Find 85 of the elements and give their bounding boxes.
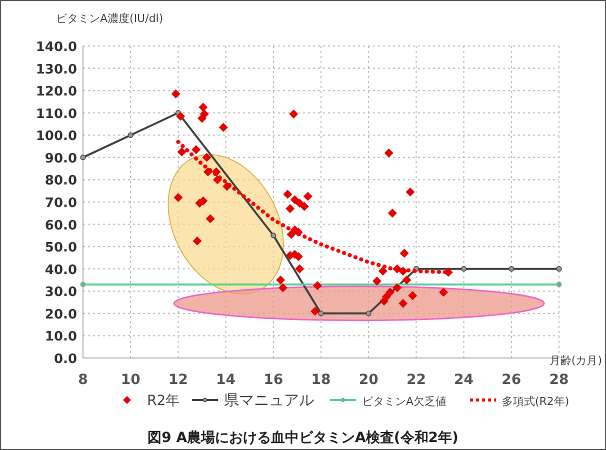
x-tick-label: 14 (216, 372, 236, 388)
point (372, 276, 382, 286)
point (461, 266, 467, 272)
y-tick-label: 70.0 (44, 196, 77, 211)
point (177, 147, 186, 156)
y-tick-label: 140.0 (36, 40, 77, 55)
x-tick-label: 18 (311, 372, 331, 388)
x-axis-title: 月齢(カ月) (549, 354, 602, 367)
point (384, 148, 394, 158)
point (310, 306, 320, 316)
point (508, 266, 514, 272)
point (192, 236, 202, 246)
x-tick-label: 10 (120, 372, 141, 388)
x-tick-label: 26 (502, 372, 522, 388)
point (171, 89, 180, 98)
y-tick-label: 110.0 (36, 106, 77, 122)
point (128, 132, 134, 138)
point (388, 208, 397, 218)
point (378, 266, 388, 276)
y-tick-label: 60.0 (44, 218, 77, 234)
x-tick-label: 22 (406, 372, 426, 388)
point (408, 291, 418, 300)
legend-label: R2年 (147, 393, 180, 409)
point (300, 202, 309, 211)
point (192, 145, 201, 154)
point (556, 266, 562, 272)
point (218, 122, 228, 132)
point (439, 288, 448, 297)
point (203, 167, 212, 176)
y-tick-label: 120.0 (36, 84, 77, 100)
point (398, 266, 408, 276)
point (212, 167, 221, 176)
y-tick-label: 130.0 (36, 62, 77, 78)
point (202, 152, 212, 162)
point (80, 282, 86, 288)
point (286, 204, 295, 214)
legend-label: 多項式(R2年) (502, 395, 570, 408)
y-tick-label: 20.0 (44, 307, 77, 322)
point (556, 282, 562, 288)
y-tick-label: 80.0 (44, 174, 77, 189)
point (318, 310, 324, 316)
point (212, 175, 222, 184)
legend-label: ビタミンA欠乏値 (362, 395, 447, 408)
y-tick-label: 0.0 (54, 352, 77, 367)
point (392, 264, 402, 274)
point (392, 283, 402, 292)
point (400, 248, 409, 258)
point (295, 198, 304, 208)
y-tick-label: 50.0 (44, 240, 77, 256)
point (276, 276, 286, 284)
point (283, 190, 292, 199)
point (303, 192, 312, 201)
point (222, 182, 232, 191)
point (176, 112, 186, 121)
point (290, 195, 300, 204)
point (80, 154, 86, 160)
y-tick-label: 90.0 (44, 151, 77, 166)
x-tick-label: 16 (264, 372, 284, 388)
point (174, 193, 183, 202)
point (278, 283, 288, 292)
legend-label: 県マニュアル (224, 391, 314, 409)
point (402, 276, 412, 284)
y-tick-label: 10.0 (44, 330, 77, 345)
point (444, 268, 453, 277)
x-tick-label: 28 (549, 372, 569, 388)
point (398, 298, 408, 308)
point (270, 232, 276, 238)
point (286, 230, 296, 239)
y-tick-label: 40.0 (44, 262, 77, 278)
point (295, 264, 304, 274)
point (366, 310, 372, 316)
x-tick-label: 12 (168, 372, 188, 388)
x-tick-label: 20 (358, 372, 379, 388)
point (406, 187, 415, 196)
x-tick-label: 8 (78, 372, 88, 388)
x-tick-label: 24 (454, 372, 474, 388)
y-axis-title: ビタミンA濃度(IU/dl) (56, 12, 164, 25)
point (206, 214, 215, 224)
point (198, 102, 208, 112)
y-tick-label: 30.0 (44, 285, 77, 300)
point (380, 296, 389, 306)
point (289, 109, 298, 118)
text: 図9 A農場における血中ビタミンA検査(令和2年) (148, 430, 458, 446)
y-tick-label: 100.0 (36, 129, 77, 144)
point (312, 281, 322, 290)
